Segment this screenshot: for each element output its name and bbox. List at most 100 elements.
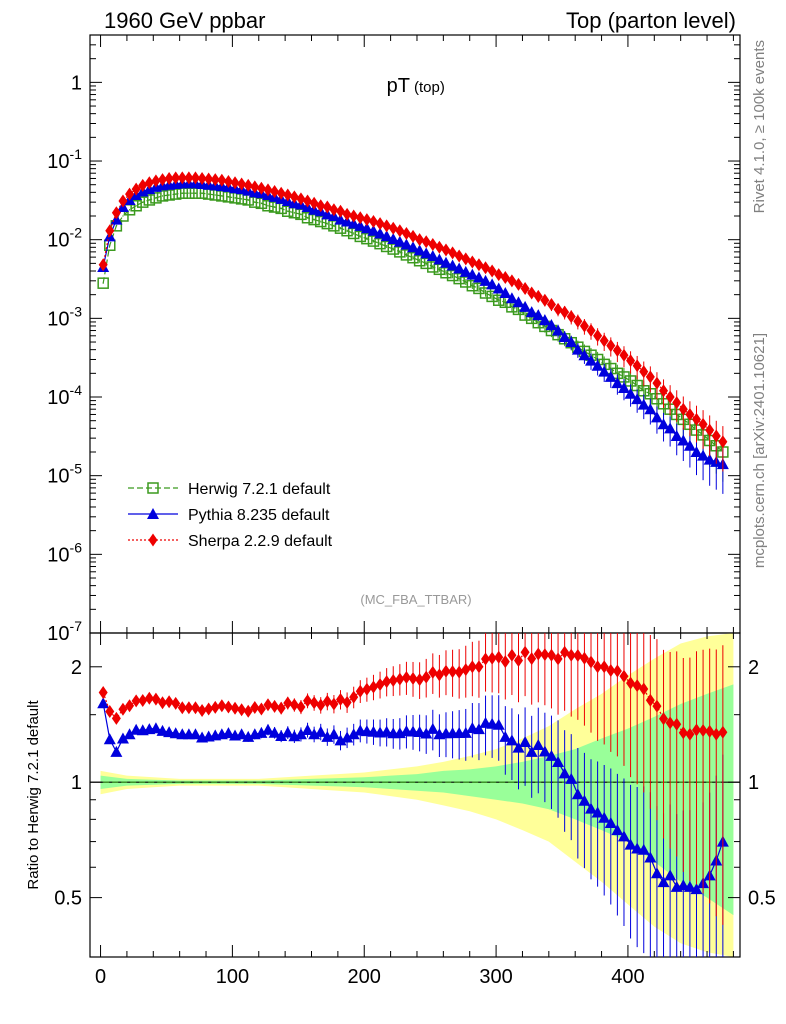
data-point [367, 224, 380, 236]
series-line [102, 182, 724, 465]
ratio-y-tick-label-right: 2 [748, 657, 759, 679]
data-point [512, 741, 525, 753]
data-point [624, 387, 637, 399]
data-point [499, 287, 512, 299]
data-point [283, 696, 293, 710]
data-point [177, 701, 187, 715]
data-point [262, 200, 274, 212]
data-point [705, 423, 715, 437]
data-point [553, 302, 563, 316]
legend-label: Sherpa 2.2.9 default [188, 533, 333, 550]
data-point [571, 343, 584, 355]
data-point [472, 723, 485, 735]
main-series-group [97, 171, 729, 494]
data-point [125, 699, 135, 713]
data-point [711, 429, 721, 443]
data-point [540, 293, 550, 307]
data-point [479, 287, 492, 299]
data-point [657, 418, 670, 430]
data-point [513, 654, 523, 668]
data-point [367, 235, 380, 247]
data-point [268, 726, 281, 738]
data-point [466, 279, 479, 292]
data-point [448, 246, 458, 260]
data-point [360, 222, 373, 234]
data-point [380, 230, 393, 242]
ratio-ylabel: Ratio to Herwig 7.2.1 default [25, 700, 42, 890]
data-point [217, 173, 227, 187]
data-point [546, 648, 556, 662]
data-point [407, 251, 419, 264]
data-point [672, 717, 682, 731]
data-point [138, 694, 148, 708]
data-point [296, 700, 306, 714]
data-point [533, 647, 543, 661]
data-point [527, 652, 537, 666]
data-point [428, 237, 438, 251]
data-point [382, 675, 392, 689]
y-tick-label: 10-2 [47, 225, 82, 252]
data-point [565, 336, 578, 348]
data-point [446, 259, 459, 271]
data-point [448, 665, 458, 679]
data-point [670, 429, 683, 441]
data-point [624, 838, 637, 850]
data-point [598, 811, 611, 823]
main-title: pT [387, 75, 410, 97]
data-point [329, 203, 339, 217]
data-point [683, 439, 696, 451]
data-point [329, 697, 339, 711]
data-point [479, 274, 492, 286]
data-point [467, 255, 477, 269]
data-point [552, 324, 565, 336]
data-point [294, 728, 307, 740]
data-point [98, 685, 108, 699]
data-point [545, 319, 558, 331]
data-point [611, 377, 624, 389]
data-point [593, 329, 603, 343]
ratio-band-green [100, 684, 734, 916]
data-point [190, 171, 200, 185]
data-point [460, 276, 472, 288]
ratio-band-yellow [100, 633, 734, 957]
data-point [552, 755, 565, 767]
data-point [540, 648, 550, 662]
data-point [105, 704, 115, 718]
data-point [558, 330, 571, 342]
data-point [454, 665, 464, 679]
data-point [289, 190, 299, 204]
data-point [672, 396, 682, 410]
watermark: (MC_FBA_TTBAR) [360, 592, 471, 607]
data-point [637, 398, 650, 410]
data-point [270, 184, 280, 198]
data-point [433, 253, 446, 265]
data-point [500, 655, 510, 669]
data-point [426, 250, 439, 262]
data-point [144, 176, 154, 190]
data-point [415, 673, 425, 687]
data-point [275, 729, 288, 741]
data-point [184, 171, 194, 185]
data-point [487, 264, 497, 278]
data-point [388, 221, 398, 235]
data-point [151, 692, 161, 706]
data-point [136, 196, 149, 208]
data-point [164, 695, 174, 709]
data-point [599, 334, 609, 348]
data-point [147, 508, 159, 519]
data-point [591, 359, 604, 371]
mcplots-label: mcplots.cern.ch [arXiv:2401.10621] [751, 333, 768, 568]
data-point [703, 453, 716, 465]
data-point [250, 700, 260, 714]
data-point [303, 194, 313, 208]
data-point [505, 292, 518, 304]
data-point [664, 422, 677, 434]
data-point [408, 671, 418, 685]
data-point [453, 272, 465, 285]
data-point [626, 676, 636, 690]
data-point [149, 722, 162, 734]
data-point [164, 171, 174, 185]
data-point [532, 739, 545, 751]
data-point [263, 183, 273, 197]
data-point [619, 669, 629, 683]
